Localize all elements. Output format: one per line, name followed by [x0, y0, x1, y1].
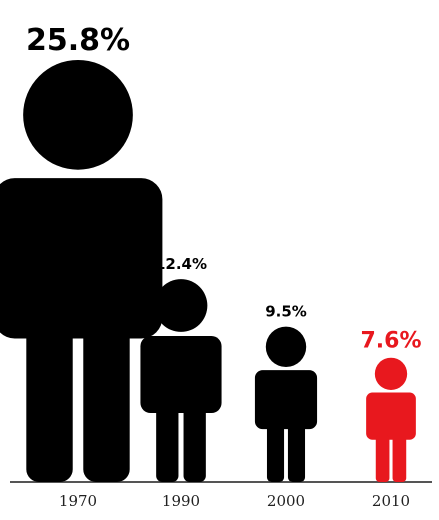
- year-label-1970: 1970: [59, 492, 97, 510]
- person-head-2010: [374, 357, 408, 391]
- person-left-leg-1970: [26, 321, 73, 482]
- x-axis-labels: 1970 1990 2000 2010: [59, 492, 410, 510]
- person-head-1970: [23, 60, 133, 170]
- person-left-leg-1990: [156, 404, 179, 482]
- person-head-2000: [265, 326, 307, 368]
- value-label-1990: 12.4%: [155, 255, 207, 273]
- person-right-leg-2010: [392, 434, 407, 482]
- value-label-1970: 25.8%: [26, 23, 130, 58]
- person-right-leg-1970: [83, 321, 130, 482]
- person-figure-2010: [366, 357, 416, 482]
- figures-group: [0, 60, 416, 482]
- value-label-2010: 7.6%: [360, 329, 421, 354]
- person-figure-1990: [140, 279, 222, 482]
- person-left-leg-2010: [375, 434, 390, 482]
- person-figure-2000: [254, 326, 318, 482]
- person-body-2010: [366, 392, 416, 440]
- person-body-2000: [254, 370, 318, 430]
- year-label-2000: 2000: [267, 492, 305, 510]
- value-label-2000: 9.5%: [265, 303, 307, 321]
- year-label-1990: 1990: [162, 492, 200, 510]
- person-right-leg-1990: [183, 404, 206, 482]
- value-labels-group: 25.8% 12.4% 9.5% 7.6%: [26, 23, 422, 354]
- person-body-1990: [140, 335, 222, 414]
- person-body-1970: [0, 178, 163, 339]
- person-right-leg-2000: [287, 422, 306, 482]
- person-head-1990: [154, 279, 208, 332]
- person-figure-1970: [0, 60, 163, 482]
- person-left-leg-2000: [266, 422, 285, 482]
- year-label-2010: 2010: [372, 492, 410, 510]
